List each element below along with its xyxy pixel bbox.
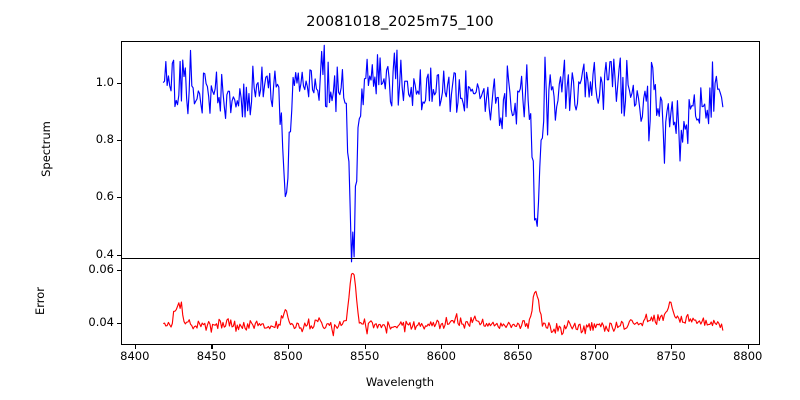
y-tick-mark-error <box>117 269 121 271</box>
x-tick-label-8450: 8450 <box>196 349 227 363</box>
x-tick-mark <box>747 345 749 349</box>
x-tick-label-8600: 8600 <box>426 349 456 363</box>
x-tick-label-8650: 8650 <box>503 349 533 363</box>
y-tick-mark-error <box>117 322 121 324</box>
y-tick-mark-spectrum <box>117 82 121 84</box>
figure-title: 20081018_2025m75_100 <box>306 14 494 30</box>
error-line-series <box>163 272 724 337</box>
x-tick-mark <box>288 345 290 349</box>
y-tick-label-error-0.04: 0.04 <box>88 314 114 329</box>
x-tick-label-8550: 8550 <box>350 349 380 363</box>
x-tick-mark <box>594 345 596 349</box>
y-axis-label-error: Error <box>33 286 47 315</box>
x-tick-mark <box>211 345 213 349</box>
x-tick-mark <box>671 345 673 349</box>
spectrum-line-series <box>162 44 724 263</box>
x-tick-label-8750: 8750 <box>656 349 686 363</box>
y-tick-label-spectrum-1.0: 1.0 <box>95 74 114 89</box>
x-tick-mark <box>517 345 519 349</box>
y-tick-label-spectrum-0.4: 0.4 <box>95 246 114 261</box>
x-tick-mark <box>134 345 136 349</box>
x-axis-label: Wavelength <box>365 375 435 389</box>
y-tick-label-error-0.06: 0.06 <box>88 261 114 276</box>
y-tick-mark-spectrum <box>117 197 121 199</box>
error-plot-area <box>121 258 760 345</box>
x-tick-label-8800: 8800 <box>733 349 763 363</box>
y-tick-mark-spectrum <box>117 139 121 142</box>
x-tick-mark <box>364 345 366 349</box>
y-axis-label-spectrum: Spectrum <box>39 121 53 177</box>
spectrum-plot-area <box>121 41 760 263</box>
y-tick-label-spectrum-0.8: 0.8 <box>95 131 114 146</box>
x-tick-label-8500: 8500 <box>273 349 303 363</box>
y-tick-label-spectrum-0.6: 0.6 <box>95 189 114 204</box>
y-tick-mark-spectrum <box>117 254 121 256</box>
x-tick-label-8700: 8700 <box>579 349 610 363</box>
x-tick-mark <box>441 345 443 349</box>
x-tick-label-8400: 8400 <box>120 349 150 363</box>
